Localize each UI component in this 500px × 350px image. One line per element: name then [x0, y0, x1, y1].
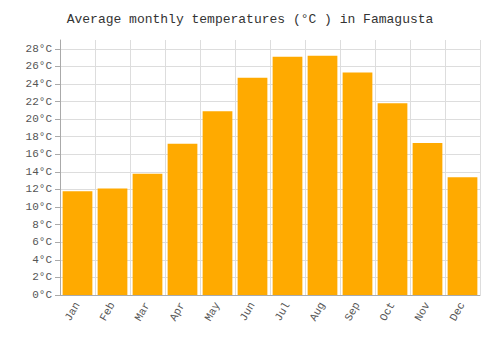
- svg-text:0°C: 0°C: [32, 289, 52, 301]
- svg-text:28°C: 28°C: [26, 43, 53, 55]
- svg-text:Mar: Mar: [132, 300, 152, 323]
- svg-text:8°C: 8°C: [32, 219, 52, 231]
- svg-text:Feb: Feb: [97, 300, 117, 323]
- svg-text:6°C: 6°C: [32, 236, 52, 248]
- svg-text:Oct: Oct: [377, 300, 397, 323]
- svg-text:2°C: 2°C: [32, 271, 52, 283]
- svg-text:22°C: 22°C: [26, 96, 53, 108]
- svg-text:Jan: Jan: [62, 300, 82, 323]
- svg-text:Sep: Sep: [342, 300, 362, 323]
- svg-text:20°C: 20°C: [26, 113, 53, 125]
- svg-text:26°C: 26°C: [26, 60, 53, 72]
- svg-text:Nov: Nov: [412, 300, 432, 323]
- svg-text:Jun: Jun: [237, 300, 257, 323]
- svg-text:Jul: Jul: [272, 300, 292, 323]
- svg-text:Apr: Apr: [167, 300, 187, 323]
- svg-text:24°C: 24°C: [26, 78, 53, 90]
- svg-text:Dec: Dec: [447, 300, 467, 323]
- svg-text:18°C: 18°C: [26, 131, 53, 143]
- svg-text:12°C: 12°C: [26, 183, 53, 195]
- svg-text:10°C: 10°C: [26, 201, 53, 213]
- svg-text:16°C: 16°C: [26, 148, 53, 160]
- svg-text:4°C: 4°C: [32, 254, 52, 266]
- svg-text:14°C: 14°C: [26, 166, 53, 178]
- svg-text:May: May: [202, 300, 222, 323]
- svg-text:Aug: Aug: [307, 300, 327, 323]
- svg-text:Average monthly temperatures (: Average monthly temperatures (°C ) in Fa…: [67, 12, 434, 27]
